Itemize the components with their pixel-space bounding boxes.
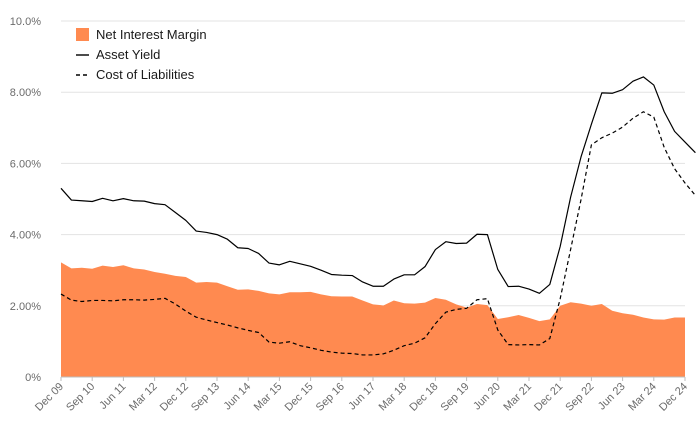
series-line-cost-of-liabilities bbox=[60, 111, 696, 356]
x-tick-label: Sep 22 bbox=[563, 381, 596, 414]
legend-item-cost-of-liabilities: Cost of Liabilities bbox=[76, 67, 195, 82]
grid-layer bbox=[61, 20, 685, 307]
x-tick-label: Jun 23 bbox=[596, 381, 628, 413]
legend-label-asset-yield: Asset Yield bbox=[96, 47, 160, 62]
y-tick-label: 8.00% bbox=[10, 87, 41, 99]
x-tick-label: Mar 24 bbox=[626, 381, 659, 414]
legend-item-asset-yield: Asset Yield bbox=[76, 47, 160, 62]
x-tick-label: Jun 11 bbox=[97, 381, 128, 412]
legend-label-net-interest-margin: Net Interest Margin bbox=[96, 27, 207, 42]
line-layer bbox=[60, 76, 696, 356]
x-tick-label: Dec 24 bbox=[657, 381, 690, 414]
x-tick-label: Sep 13 bbox=[189, 381, 222, 414]
series-line-asset-yield bbox=[60, 76, 696, 294]
x-tick-label: Mar 18 bbox=[377, 381, 410, 414]
x-tick-label: Mar 21 bbox=[501, 381, 534, 414]
x-tick-label: Jun 17 bbox=[346, 381, 378, 413]
x-tick-label: Jun 20 bbox=[471, 381, 503, 413]
y-tick-label: 6.00% bbox=[10, 158, 41, 170]
x-tick-label: Dec 15 bbox=[283, 381, 316, 414]
y-tick-label: 0% bbox=[25, 372, 41, 384]
series-area-net-interest-margin bbox=[61, 262, 685, 377]
legend: Net Interest Margin Asset Yield Cost of … bbox=[76, 27, 207, 82]
x-tick-label: Jun 14 bbox=[221, 381, 253, 413]
x-tick-label: Dec 12 bbox=[158, 381, 191, 414]
x-tick-label: Mar 15 bbox=[252, 381, 285, 414]
legend-swatch-net-interest-margin bbox=[76, 28, 89, 41]
x-tick-label: Dec 09 bbox=[33, 381, 66, 414]
x-tick-label: Sep 16 bbox=[314, 381, 347, 414]
x-tick-label: Sep 19 bbox=[439, 381, 472, 414]
legend-label-cost-of-liabilities: Cost of Liabilities bbox=[96, 67, 195, 82]
x-tick-label: Sep 10 bbox=[64, 381, 97, 414]
legend-item-net-interest-margin: Net Interest Margin bbox=[76, 27, 207, 42]
x-tick-label: Dec 18 bbox=[407, 381, 440, 414]
x-tick-label: Dec 21 bbox=[532, 381, 565, 414]
y-tick-label: 10.0% bbox=[10, 16, 41, 28]
area-layer bbox=[61, 262, 685, 377]
y-tick-label: 2.00% bbox=[10, 301, 41, 313]
y-tick-label: 4.00% bbox=[10, 230, 41, 242]
y-tick-labels: 0% 2.00% 4.00% 6.00% 8.00% 10.0% bbox=[10, 16, 41, 384]
x-tick-label: Mar 12 bbox=[127, 381, 160, 414]
